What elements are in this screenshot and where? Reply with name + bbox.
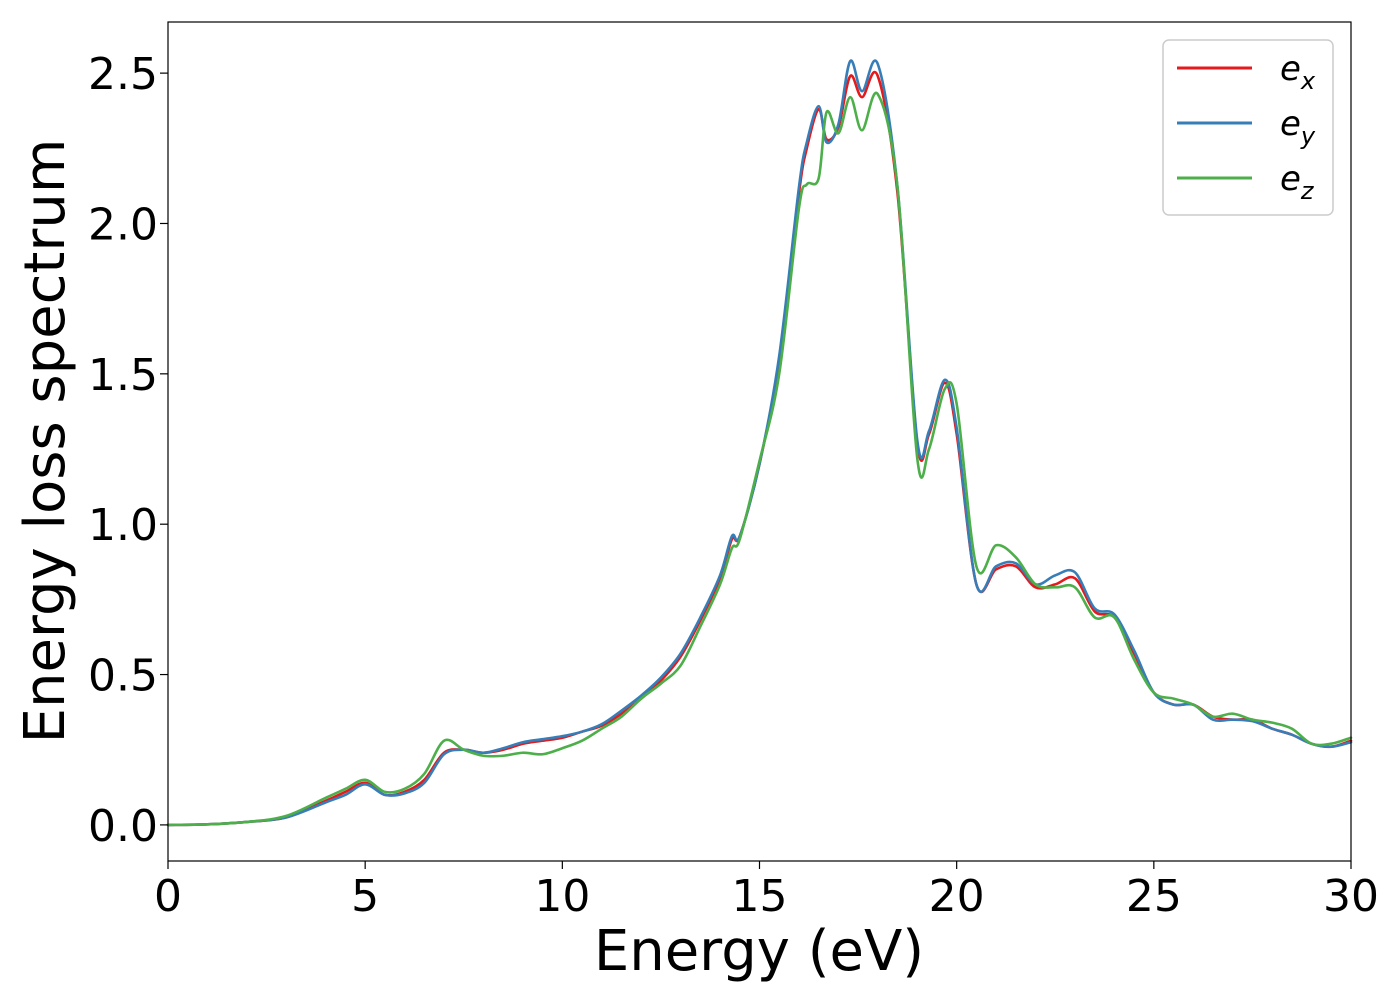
- x-tick-label: 25: [1126, 871, 1182, 922]
- series-layer: [166, 59, 1353, 827]
- x-axis-ticks: 0 5 10 15 20 25 30: [154, 861, 1379, 922]
- x-tick-label: 0: [154, 871, 182, 922]
- y-tick-label: 0.0: [88, 801, 158, 852]
- series-line-y: [166, 59, 1353, 827]
- series-line-z: [166, 91, 1353, 827]
- legend-label-y: ey: [1280, 104, 1316, 150]
- y-tick-label: 0.5: [88, 651, 158, 702]
- x-tick-label: 15: [732, 871, 788, 922]
- x-axis-title: Energy (eV): [594, 919, 924, 984]
- x-tick-label: 20: [929, 871, 985, 922]
- legend-label-base: e: [1280, 104, 1301, 144]
- x-tick-label: 30: [1323, 871, 1379, 922]
- x-tick-label: 5: [351, 871, 379, 922]
- y-tick-label: 1.0: [88, 500, 158, 551]
- y-tick-label: 2.5: [88, 49, 158, 100]
- y-tick-label: 1.5: [88, 350, 158, 401]
- x-tick-label: 10: [534, 871, 590, 922]
- legend-label-z: ez: [1280, 159, 1315, 205]
- legend-label-subscript: y: [1300, 122, 1316, 150]
- y-tick-label: 2.0: [88, 199, 158, 250]
- legend-label-base: e: [1280, 159, 1301, 199]
- legend-label-x: ex: [1280, 49, 1316, 95]
- legend-label-base: e: [1280, 49, 1301, 89]
- legend-label-subscript: z: [1300, 177, 1315, 205]
- legend-label-subscript: x: [1300, 67, 1316, 95]
- y-axis-ticks: 0.0 0.5 1.0 1.5 2.0 2.5: [88, 49, 168, 852]
- legend-frame: [1162, 39, 1334, 216]
- y-axis-title: Energy loss spectrum: [13, 139, 78, 744]
